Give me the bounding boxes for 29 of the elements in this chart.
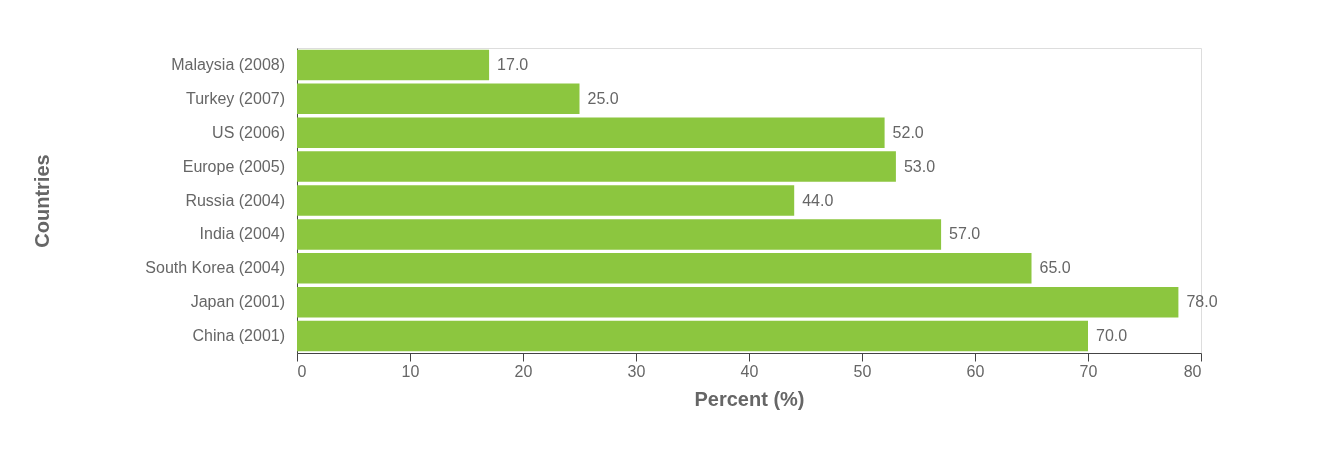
y-tick-label: Turkey (2007) <box>186 89 285 107</box>
x-tick-label: 10 <box>401 362 420 380</box>
data-label: 70.0 <box>1096 327 1128 345</box>
y-tick-label: US (2006) <box>212 123 285 141</box>
data-label: 44.0 <box>802 191 834 209</box>
y-tick-label: China (2001) <box>192 327 285 345</box>
data-label: 65.0 <box>1039 259 1071 277</box>
y-tick-label: Russia (2004) <box>185 191 285 209</box>
y-tick-label: Japan (2001) <box>190 293 285 311</box>
data-label: 17.0 <box>497 55 529 73</box>
y-tick-label: Malaysia (2008) <box>171 55 285 73</box>
x-tick-label: 70 <box>1079 362 1098 380</box>
x-tick-label: 60 <box>966 362 985 380</box>
x-tick-label: 30 <box>627 362 646 380</box>
data-label: 53.0 <box>903 157 936 175</box>
x-tick-label: 0 <box>297 362 307 380</box>
x-tick-label: 20 <box>514 362 533 380</box>
data-label: 78.0 <box>1186 293 1218 311</box>
x-tick-label: 80 <box>1183 362 1202 380</box>
y-tick-label: Europe (2005) <box>182 157 285 175</box>
data-label: 52.0 <box>892 123 924 141</box>
x-axis-title: Percent (%) <box>694 387 805 410</box>
y-axis-title: Countries <box>30 154 53 248</box>
x-tick-label: 40 <box>740 362 759 380</box>
data-label: 25.0 <box>587 89 619 107</box>
x-tick-label: 50 <box>853 362 872 380</box>
y-tick-label: South Korea (2004) <box>145 259 285 277</box>
y-tick-label: India (2004) <box>199 225 285 243</box>
data-label: 57.0 <box>949 225 981 243</box>
